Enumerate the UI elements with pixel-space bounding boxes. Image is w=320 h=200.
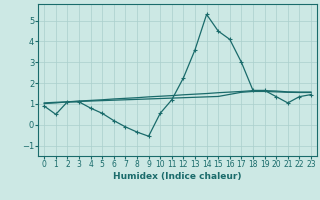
X-axis label: Humidex (Indice chaleur): Humidex (Indice chaleur): [113, 172, 242, 181]
